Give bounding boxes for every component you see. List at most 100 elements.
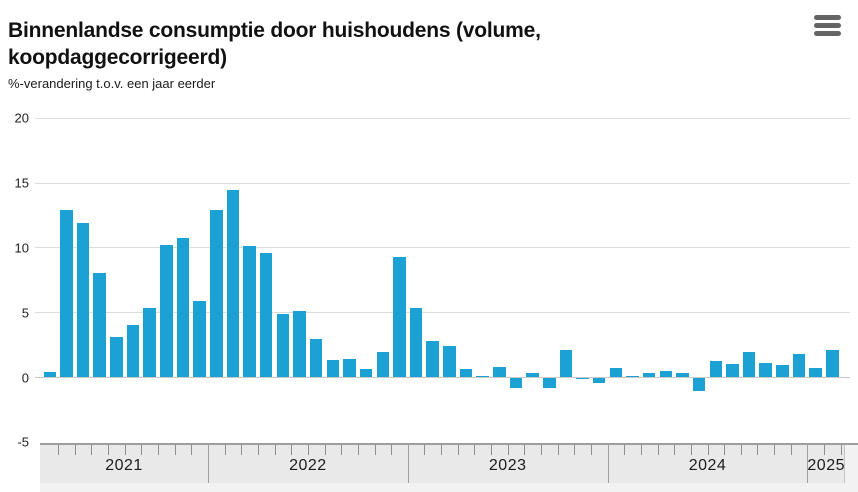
bar-2025-02[interactable]	[826, 349, 839, 377]
month-tick	[840, 445, 842, 455]
year-label-2025: 2025	[807, 457, 845, 474]
bar-2022-02[interactable]	[226, 190, 240, 377]
bar-2022-08[interactable]	[326, 360, 339, 377]
bar-2021-10[interactable]	[160, 244, 173, 377]
month-tick	[108, 445, 110, 455]
month-tick	[441, 445, 443, 455]
bar-2021-09[interactable]	[143, 308, 156, 377]
bar-2024-11[interactable]	[776, 365, 789, 377]
month-tick	[574, 445, 576, 455]
bar-2023-09[interactable]	[543, 378, 556, 389]
bar-2024-01[interactable]	[609, 367, 623, 377]
bar-2021-03[interactable]	[43, 371, 56, 377]
bar-2021-06[interactable]	[93, 273, 106, 377]
month-tick	[774, 445, 776, 455]
bar-2021-04[interactable]	[60, 209, 73, 377]
month-tick	[724, 445, 726, 455]
month-tick	[91, 445, 93, 455]
bar-2024-12[interactable]	[792, 353, 806, 377]
gridline-y-20	[35, 117, 850, 119]
month-tick	[224, 445, 226, 455]
month-tick	[291, 445, 293, 455]
chart-subtitle: %-verandering t.o.v. een jaar eerder	[8, 76, 216, 91]
month-tick	[324, 445, 326, 455]
year-divider	[807, 445, 809, 483]
bar-2023-07[interactable]	[509, 378, 523, 389]
bar-2021-11[interactable]	[176, 238, 190, 377]
bar-2023-12[interactable]	[592, 378, 606, 384]
bar-2023-08[interactable]	[526, 373, 539, 377]
month-tick	[391, 445, 393, 455]
year-divider	[208, 445, 209, 483]
bar-2021-08[interactable]	[126, 325, 140, 377]
bar-2024-02[interactable]	[626, 375, 639, 377]
bar-2024-10[interactable]	[759, 362, 772, 377]
month-tick	[158, 445, 159, 455]
bar-2023-03[interactable]	[443, 345, 456, 377]
month-tick	[824, 445, 825, 455]
bar-2022-06[interactable]	[293, 310, 306, 377]
bar-2021-07[interactable]	[110, 336, 123, 377]
bar-2022-01[interactable]	[210, 209, 223, 377]
bar-2024-04[interactable]	[659, 370, 672, 377]
year-label-2021: 2021	[105, 457, 143, 474]
bar-2023-11[interactable]	[576, 378, 589, 380]
bar-2024-09[interactable]	[742, 352, 756, 377]
bar-2022-09[interactable]	[343, 358, 356, 377]
bar-2022-04[interactable]	[259, 252, 273, 377]
year-divider	[607, 445, 609, 483]
bar-2023-10[interactable]	[559, 349, 573, 377]
y-axis-tick-label: 15	[14, 175, 29, 191]
hamburger-bar	[814, 23, 841, 28]
month-tick	[524, 445, 526, 455]
bar-2023-04[interactable]	[459, 369, 473, 377]
bar-2024-08[interactable]	[726, 364, 739, 377]
month-tick	[58, 445, 60, 455]
hamburger-menu-icon[interactable]	[814, 15, 841, 39]
gridline-y-5	[35, 312, 850, 314]
gridline-y-15	[35, 182, 850, 184]
bar-2022-10[interactable]	[359, 369, 373, 377]
month-tick	[241, 445, 243, 455]
month-tick	[191, 445, 193, 455]
month-tick	[457, 445, 459, 455]
year-divider	[407, 445, 409, 483]
bar-2022-07[interactable]	[309, 339, 323, 377]
month-tick	[74, 445, 76, 455]
bar-2024-07[interactable]	[709, 361, 722, 377]
gridline-y-10	[35, 247, 850, 249]
bar-2025-01[interactable]	[809, 367, 822, 377]
bar-2022-11[interactable]	[376, 352, 389, 377]
bar-2022-05[interactable]	[276, 313, 290, 377]
month-tick	[590, 445, 592, 455]
month-tick	[507, 445, 509, 455]
timeline-axis[interactable]: 2021 2022 2023 2024 2025	[40, 445, 845, 483]
y-axis-tick-label: 0	[21, 370, 29, 385]
bar-2023-01[interactable]	[409, 308, 423, 377]
month-tick	[640, 445, 642, 455]
month-tick	[257, 445, 259, 455]
bar-2022-12[interactable]	[393, 256, 406, 377]
year-label-2023: 2023	[488, 457, 527, 474]
bar-2021-05[interactable]	[76, 222, 90, 377]
month-tick	[657, 445, 659, 455]
bar-2024-03[interactable]	[642, 373, 656, 377]
gridline-y-0	[35, 377, 850, 378]
bar-2023-05[interactable]	[476, 375, 489, 377]
bar-2021-12[interactable]	[193, 300, 206, 377]
bar-2023-06[interactable]	[493, 366, 506, 377]
month-tick	[674, 445, 676, 455]
month-tick	[174, 445, 176, 455]
month-tick	[740, 445, 742, 455]
year-label-2024: 2024	[688, 457, 727, 474]
bar-2024-05[interactable]	[676, 373, 689, 377]
month-tick	[707, 445, 709, 455]
y-axis-tick-label: 5	[21, 305, 29, 321]
bar-2022-03[interactable]	[243, 246, 256, 377]
month-tick	[307, 445, 309, 455]
bar-2023-02[interactable]	[426, 340, 439, 377]
bar-2024-06[interactable]	[692, 378, 706, 391]
month-tick	[790, 445, 792, 455]
month-tick	[124, 445, 126, 455]
